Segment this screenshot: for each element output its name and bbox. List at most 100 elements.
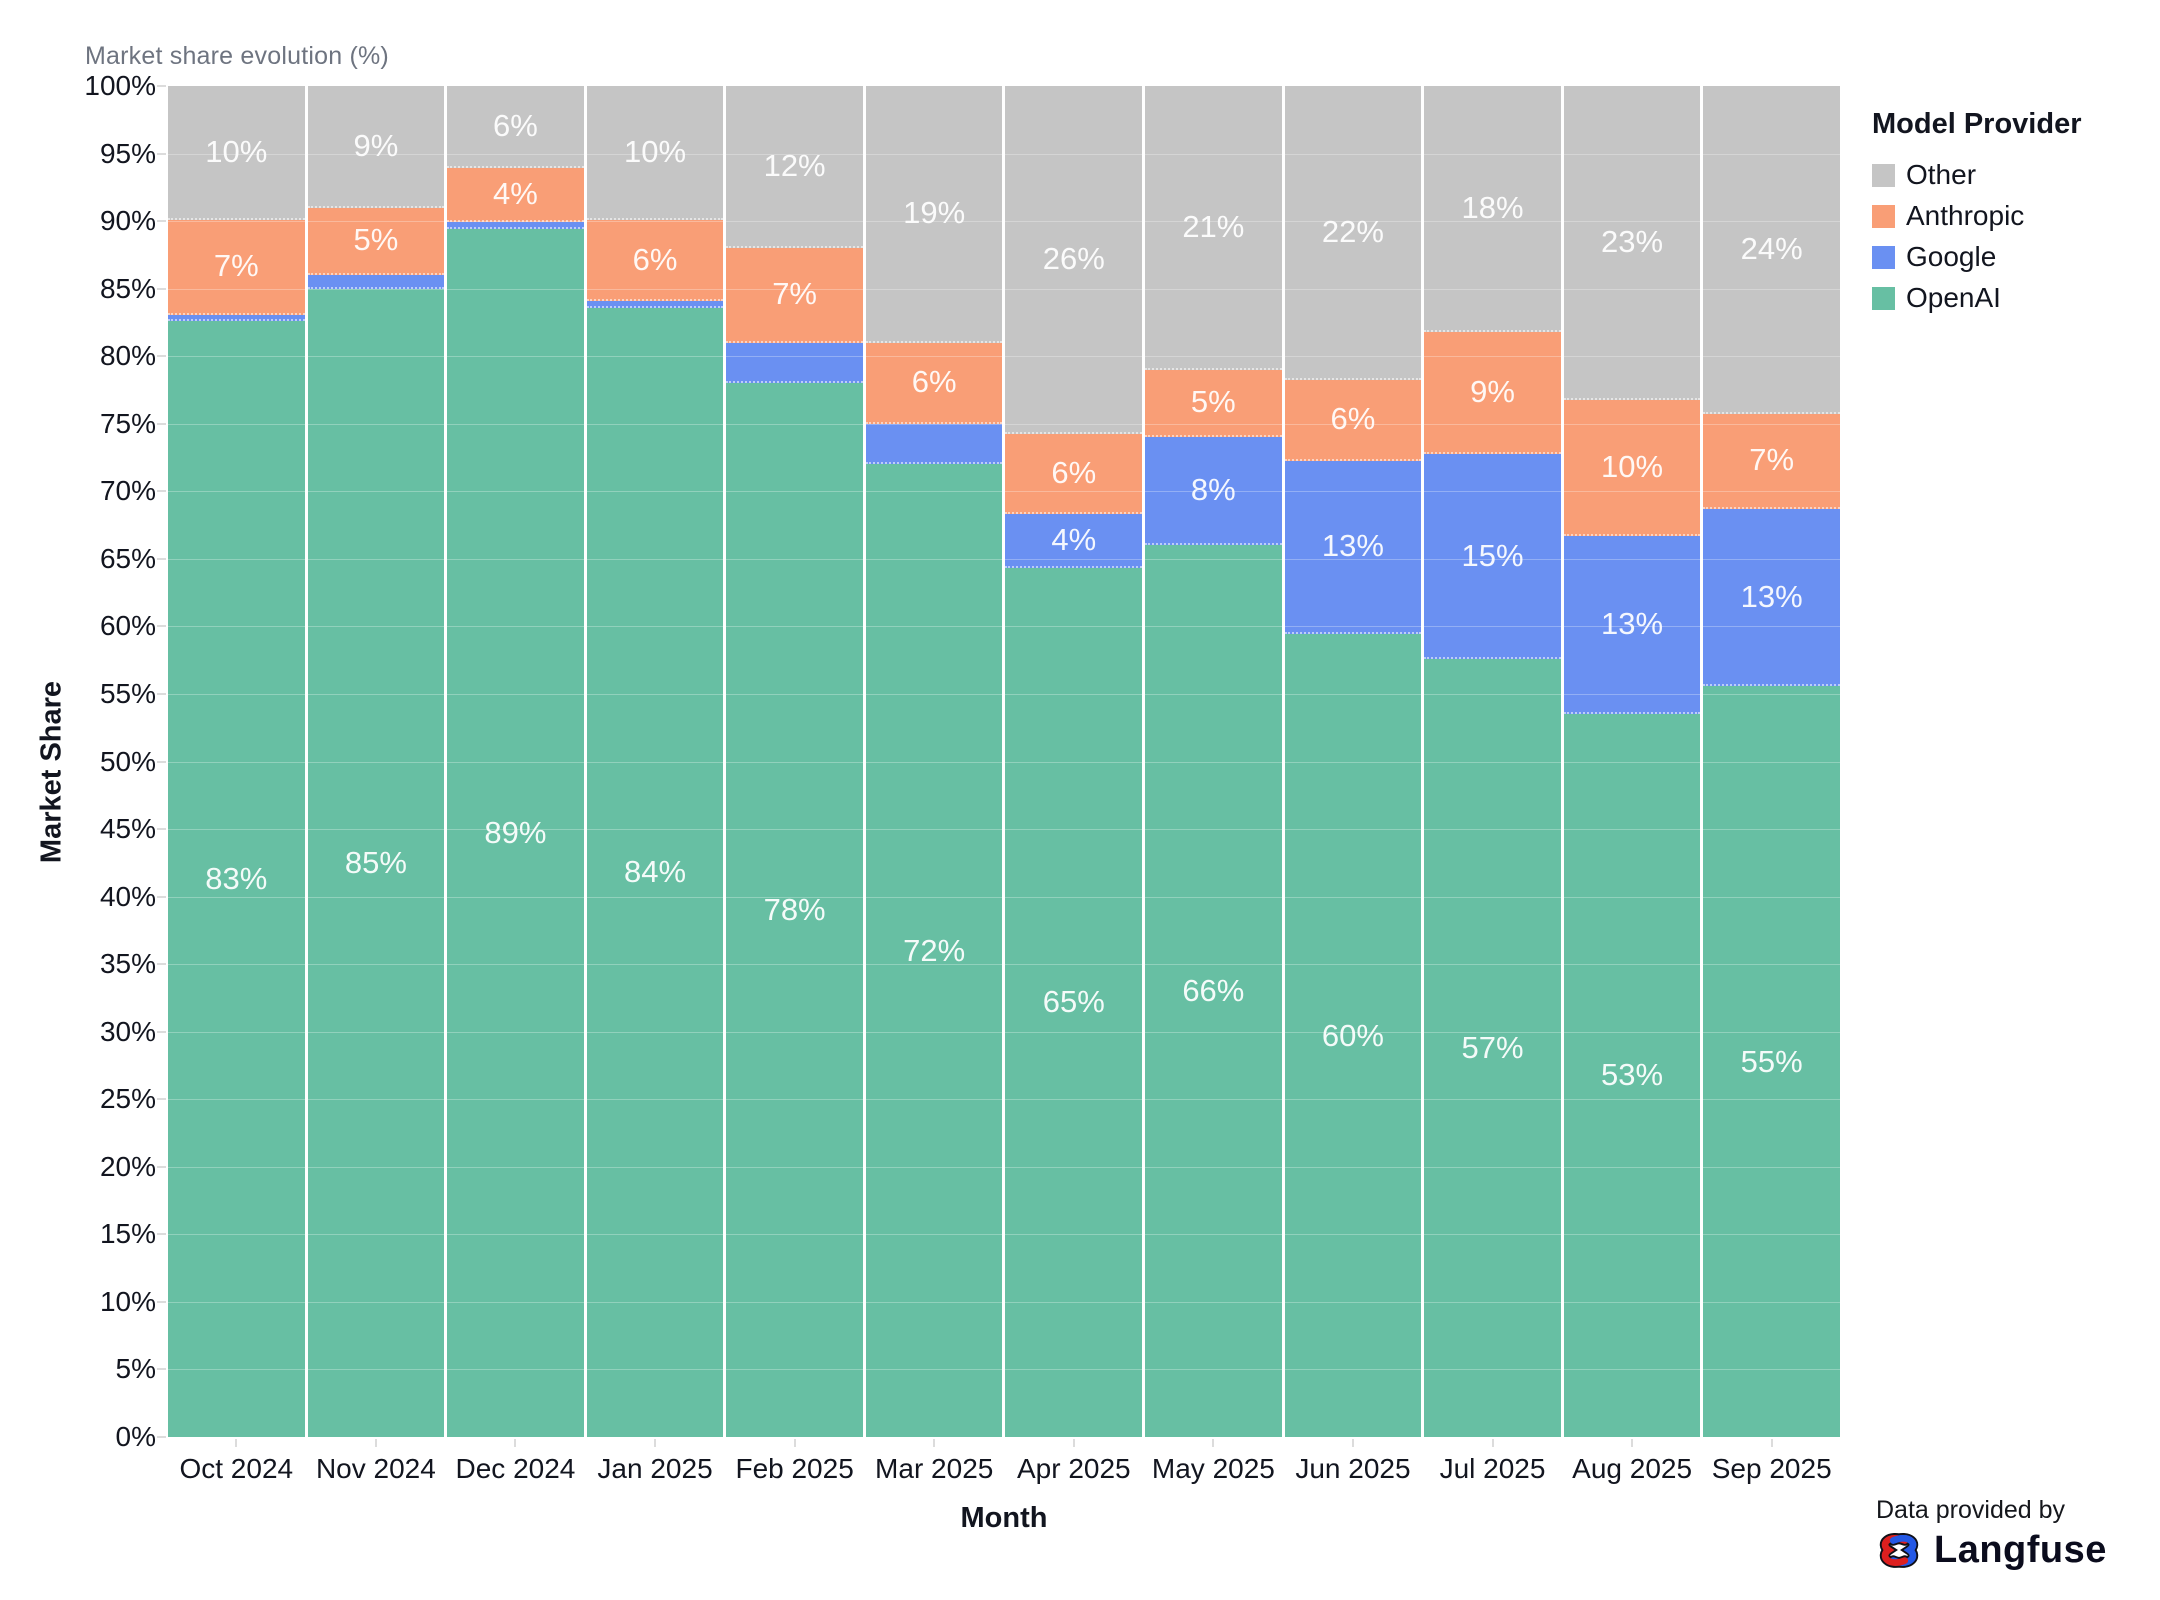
- bar-jul-2025[interactable]: 57% 15% 9% 18%: [1424, 86, 1561, 1437]
- x-tick-mark: [1491, 1439, 1494, 1447]
- segment-google-sep-2025[interactable]: 13%: [1703, 509, 1840, 687]
- segment-openai-feb-2025[interactable]: 78%: [726, 383, 863, 1437]
- bar-sep-2025[interactable]: 55% 13% 7% 24%: [1703, 86, 1840, 1437]
- segment-openai-mar-2025[interactable]: 72%: [865, 464, 1003, 1437]
- segment-anthropic-sep-2025[interactable]: 7%: [1703, 413, 1840, 510]
- segment-other-may-2025[interactable]: 21%: [1145, 86, 1282, 370]
- segment-openai-jul-2025[interactable]: 57%: [1424, 659, 1561, 1437]
- segment-value-label: 6%: [911, 364, 957, 400]
- y-tick-label: 70%: [99, 475, 156, 507]
- x-tick-mark: [654, 1439, 657, 1447]
- segment-other-mar-2025[interactable]: 19%: [865, 86, 1003, 343]
- segment-value-label: 8%: [1190, 472, 1236, 508]
- segment-value-label: 55%: [1740, 1043, 1803, 1079]
- y-tick-mark: [157, 692, 166, 695]
- y-tick-mark: [157, 355, 166, 358]
- segment-google-jan-2025[interactable]: [586, 301, 724, 308]
- bar-jan-2025[interactable]: 84% 6% 10%: [586, 86, 724, 1437]
- segment-other-oct-2024[interactable]: 10%: [168, 86, 305, 221]
- segment-other-jan-2025[interactable]: 10%: [586, 86, 724, 221]
- segment-anthropic-may-2025[interactable]: 5%: [1145, 369, 1282, 438]
- y-tick-label: 15%: [99, 1218, 156, 1250]
- y-tick-label: 5%: [115, 1353, 156, 1385]
- segment-google-dec-2024[interactable]: [447, 221, 584, 229]
- segment-anthropic-jan-2025[interactable]: 6%: [586, 220, 724, 302]
- segment-google-may-2025[interactable]: 8%: [1145, 437, 1282, 546]
- segment-anthropic-jun-2025[interactable]: 6%: [1284, 380, 1422, 461]
- legend-label: Anthropic: [1906, 200, 2025, 231]
- y-tick-mark: [157, 287, 166, 290]
- legend-item-anthropic[interactable]: Anthropic: [1872, 200, 2082, 232]
- legend-item-google[interactable]: Google: [1872, 241, 2082, 273]
- segment-other-nov-2024[interactable]: 9%: [307, 86, 445, 208]
- segment-anthropic-aug-2025[interactable]: 10%: [1563, 399, 1701, 537]
- segment-openai-oct-2024[interactable]: 83%: [168, 321, 305, 1437]
- segment-other-sep-2025[interactable]: 24%: [1703, 86, 1840, 414]
- bar-may-2025[interactable]: 66% 8% 5% 21%: [1145, 86, 1282, 1437]
- segment-google-mar-2025[interactable]: [865, 423, 1003, 465]
- segment-openai-nov-2024[interactable]: 85%: [307, 288, 445, 1437]
- segment-value-label: 65%: [1042, 984, 1105, 1020]
- segment-google-jun-2025[interactable]: 13%: [1284, 460, 1422, 635]
- segment-other-jun-2025[interactable]: 22%: [1284, 86, 1422, 381]
- y-tick-label: 90%: [99, 205, 156, 237]
- segment-openai-aug-2025[interactable]: 53%: [1563, 713, 1701, 1437]
- segment-google-oct-2024[interactable]: [168, 314, 305, 322]
- segment-anthropic-mar-2025[interactable]: 6%: [865, 342, 1003, 424]
- segment-anthropic-feb-2025[interactable]: 7%: [726, 248, 863, 343]
- segment-value-label: 7%: [1749, 442, 1795, 478]
- segment-anthropic-jul-2025[interactable]: 9%: [1424, 331, 1561, 455]
- bar-apr-2025[interactable]: 65% 4% 6% 26%: [1005, 86, 1143, 1437]
- segment-other-feb-2025[interactable]: 12%: [726, 86, 863, 249]
- bar-aug-2025[interactable]: 53% 13% 10% 23%: [1563, 86, 1701, 1437]
- legend-label: OpenAI: [1906, 282, 2001, 313]
- plot-area: 83% 7% 10% 85% 5% 9% 89% 4% 6% 84% 6% 10% 78% 7% 12% 72…: [168, 86, 1840, 1437]
- segment-other-jul-2025[interactable]: 18%: [1424, 86, 1561, 332]
- bar-mar-2025[interactable]: 72% 6% 19%: [865, 86, 1003, 1437]
- legend-item-other[interactable]: Other: [1872, 159, 2082, 191]
- chart-title: Market share evolution (%): [85, 42, 389, 70]
- segment-value-label: 53%: [1601, 1057, 1664, 1093]
- segment-openai-sep-2025[interactable]: 55%: [1703, 686, 1840, 1437]
- segment-openai-apr-2025[interactable]: 65%: [1005, 567, 1143, 1437]
- y-tick-mark: [157, 963, 166, 966]
- segment-anthropic-apr-2025[interactable]: 6%: [1005, 433, 1143, 515]
- y-tick-mark: [157, 220, 166, 223]
- segment-other-dec-2024[interactable]: 6%: [447, 86, 584, 168]
- segment-openai-dec-2024[interactable]: 89%: [447, 228, 584, 1437]
- segment-value-label: 6%: [632, 241, 678, 277]
- segment-google-jul-2025[interactable]: 15%: [1424, 454, 1561, 660]
- bar-nov-2024[interactable]: 85% 5% 9%: [307, 86, 445, 1437]
- segment-anthropic-dec-2024[interactable]: 4%: [447, 167, 584, 222]
- x-tick-mark: [1212, 1439, 1215, 1447]
- y-tick-mark: [157, 422, 166, 425]
- y-tick-label: 20%: [99, 1150, 156, 1182]
- segment-openai-may-2025[interactable]: 66%: [1145, 545, 1282, 1437]
- segment-google-aug-2025[interactable]: 13%: [1563, 536, 1701, 714]
- bar-feb-2025[interactable]: 78% 7% 12%: [726, 86, 863, 1437]
- segment-other-apr-2025[interactable]: 26%: [1005, 86, 1143, 434]
- segment-google-nov-2024[interactable]: [307, 275, 445, 289]
- segment-anthropic-oct-2024[interactable]: 7%: [168, 220, 305, 315]
- segment-anthropic-nov-2024[interactable]: 5%: [307, 207, 445, 276]
- bar-oct-2024[interactable]: 83% 7% 10%: [168, 86, 305, 1437]
- segment-openai-jan-2025[interactable]: 84%: [586, 307, 724, 1437]
- segment-openai-jun-2025[interactable]: 60%: [1284, 634, 1422, 1437]
- segment-google-feb-2025[interactable]: [726, 342, 863, 384]
- y-tick-label: 25%: [99, 1083, 156, 1115]
- segment-value-label: 15%: [1461, 537, 1524, 573]
- legend-item-openai[interactable]: OpenAI: [1872, 282, 2082, 314]
- y-tick-label: 35%: [99, 948, 156, 980]
- segment-google-apr-2025[interactable]: 4%: [1005, 514, 1143, 568]
- x-tick-mark: [1770, 1439, 1773, 1447]
- x-tick-label-aug-2025: Aug 2025: [1572, 1453, 1693, 1484]
- segment-value-label: 10%: [1601, 449, 1664, 485]
- segment-value-label: 13%: [1601, 606, 1664, 642]
- bar-jun-2025[interactable]: 60% 13% 6% 22%: [1284, 86, 1422, 1437]
- bar-dec-2024[interactable]: 89% 4% 6%: [447, 86, 584, 1437]
- x-tick-mark: [1631, 1439, 1634, 1447]
- segment-value-label: 12%: [763, 148, 826, 184]
- segment-other-aug-2025[interactable]: 23%: [1563, 86, 1701, 400]
- y-tick-mark: [157, 828, 166, 831]
